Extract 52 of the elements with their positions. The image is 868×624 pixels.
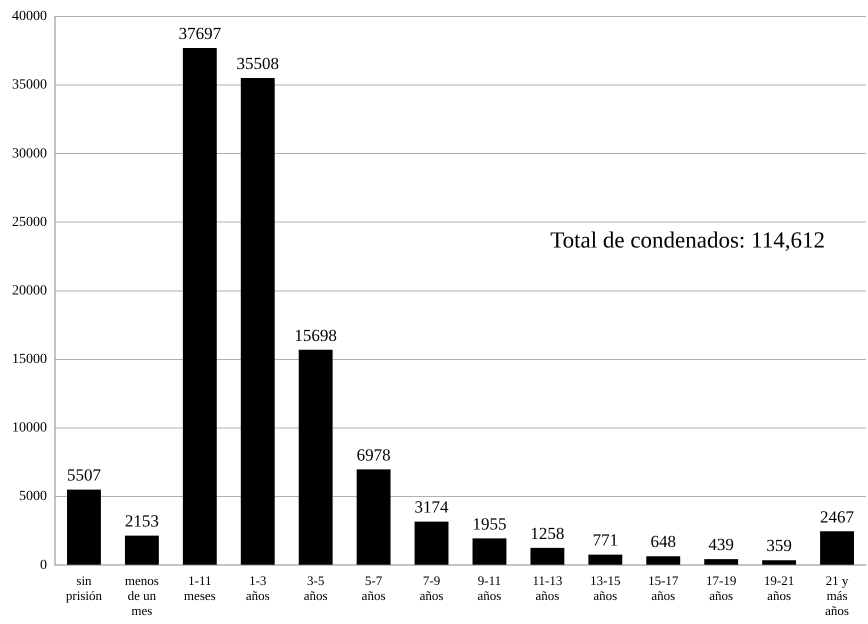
y-tick-label: 15000 [12,352,47,368]
y-tick-label: 35000 [12,78,47,93]
x-tick-label: 17-19 años [706,573,736,603]
data-label: 35508 [236,54,279,73]
bar [704,559,738,565]
data-label: 771 [592,530,618,550]
x-tick-label: 1-3 años [246,573,270,603]
bar [356,469,391,565]
x-tick-label: 1-11 meses [184,573,216,603]
x-tick-label: 9-11 años [478,573,502,603]
y-tick-label: 10000 [12,420,47,436]
x-tick-label: sin prisión [66,573,103,603]
data-label: 37697 [178,24,222,43]
x-tick-label: 7-9 años [420,573,444,603]
x-tick-label: 15-17 años [648,573,679,603]
bar [820,531,854,565]
y-tick-label: 20000 [12,283,47,298]
bar [530,548,564,565]
x-tick-label: 5-7 años [362,573,386,603]
bar [298,350,333,565]
data-label: 1258 [530,524,564,543]
y-tick-label: 0 [40,558,47,573]
data-label: 439 [708,535,734,554]
x-tick-label: 13-15 años [590,573,620,603]
bar [588,554,622,565]
bar [124,536,159,565]
x-tick-label: 21 y más años [825,573,849,618]
data-label: 359 [766,536,792,556]
y-tick-label: 5000 [19,489,47,504]
x-tick-label: menos de un mes [124,573,159,618]
x-tick-label: 11-13 años [532,573,562,603]
data-label: 2467 [820,507,855,526]
data-label: 648 [650,532,676,552]
x-tick-label: 19-21 años [764,573,794,603]
bar [240,78,275,565]
bar [472,538,506,565]
data-label: 6978 [356,445,391,464]
y-tick-label: 40000 [12,9,47,24]
annotation: Total de condenados: 114,612 [550,227,825,252]
y-tick-label: 25000 [12,214,47,230]
data-label: 5507 [66,466,102,485]
bar [762,560,796,565]
x-tick-label: 3-5 años [304,573,328,603]
data-label: 1955 [472,514,506,534]
bar [182,48,217,565]
bar [414,522,448,565]
data-label: 15698 [294,326,337,345]
y-tick-label: 30000 [12,146,47,162]
bar [646,556,680,565]
data-label: 3174 [414,498,450,517]
data-label: 2153 [124,512,159,531]
bar [67,490,101,565]
